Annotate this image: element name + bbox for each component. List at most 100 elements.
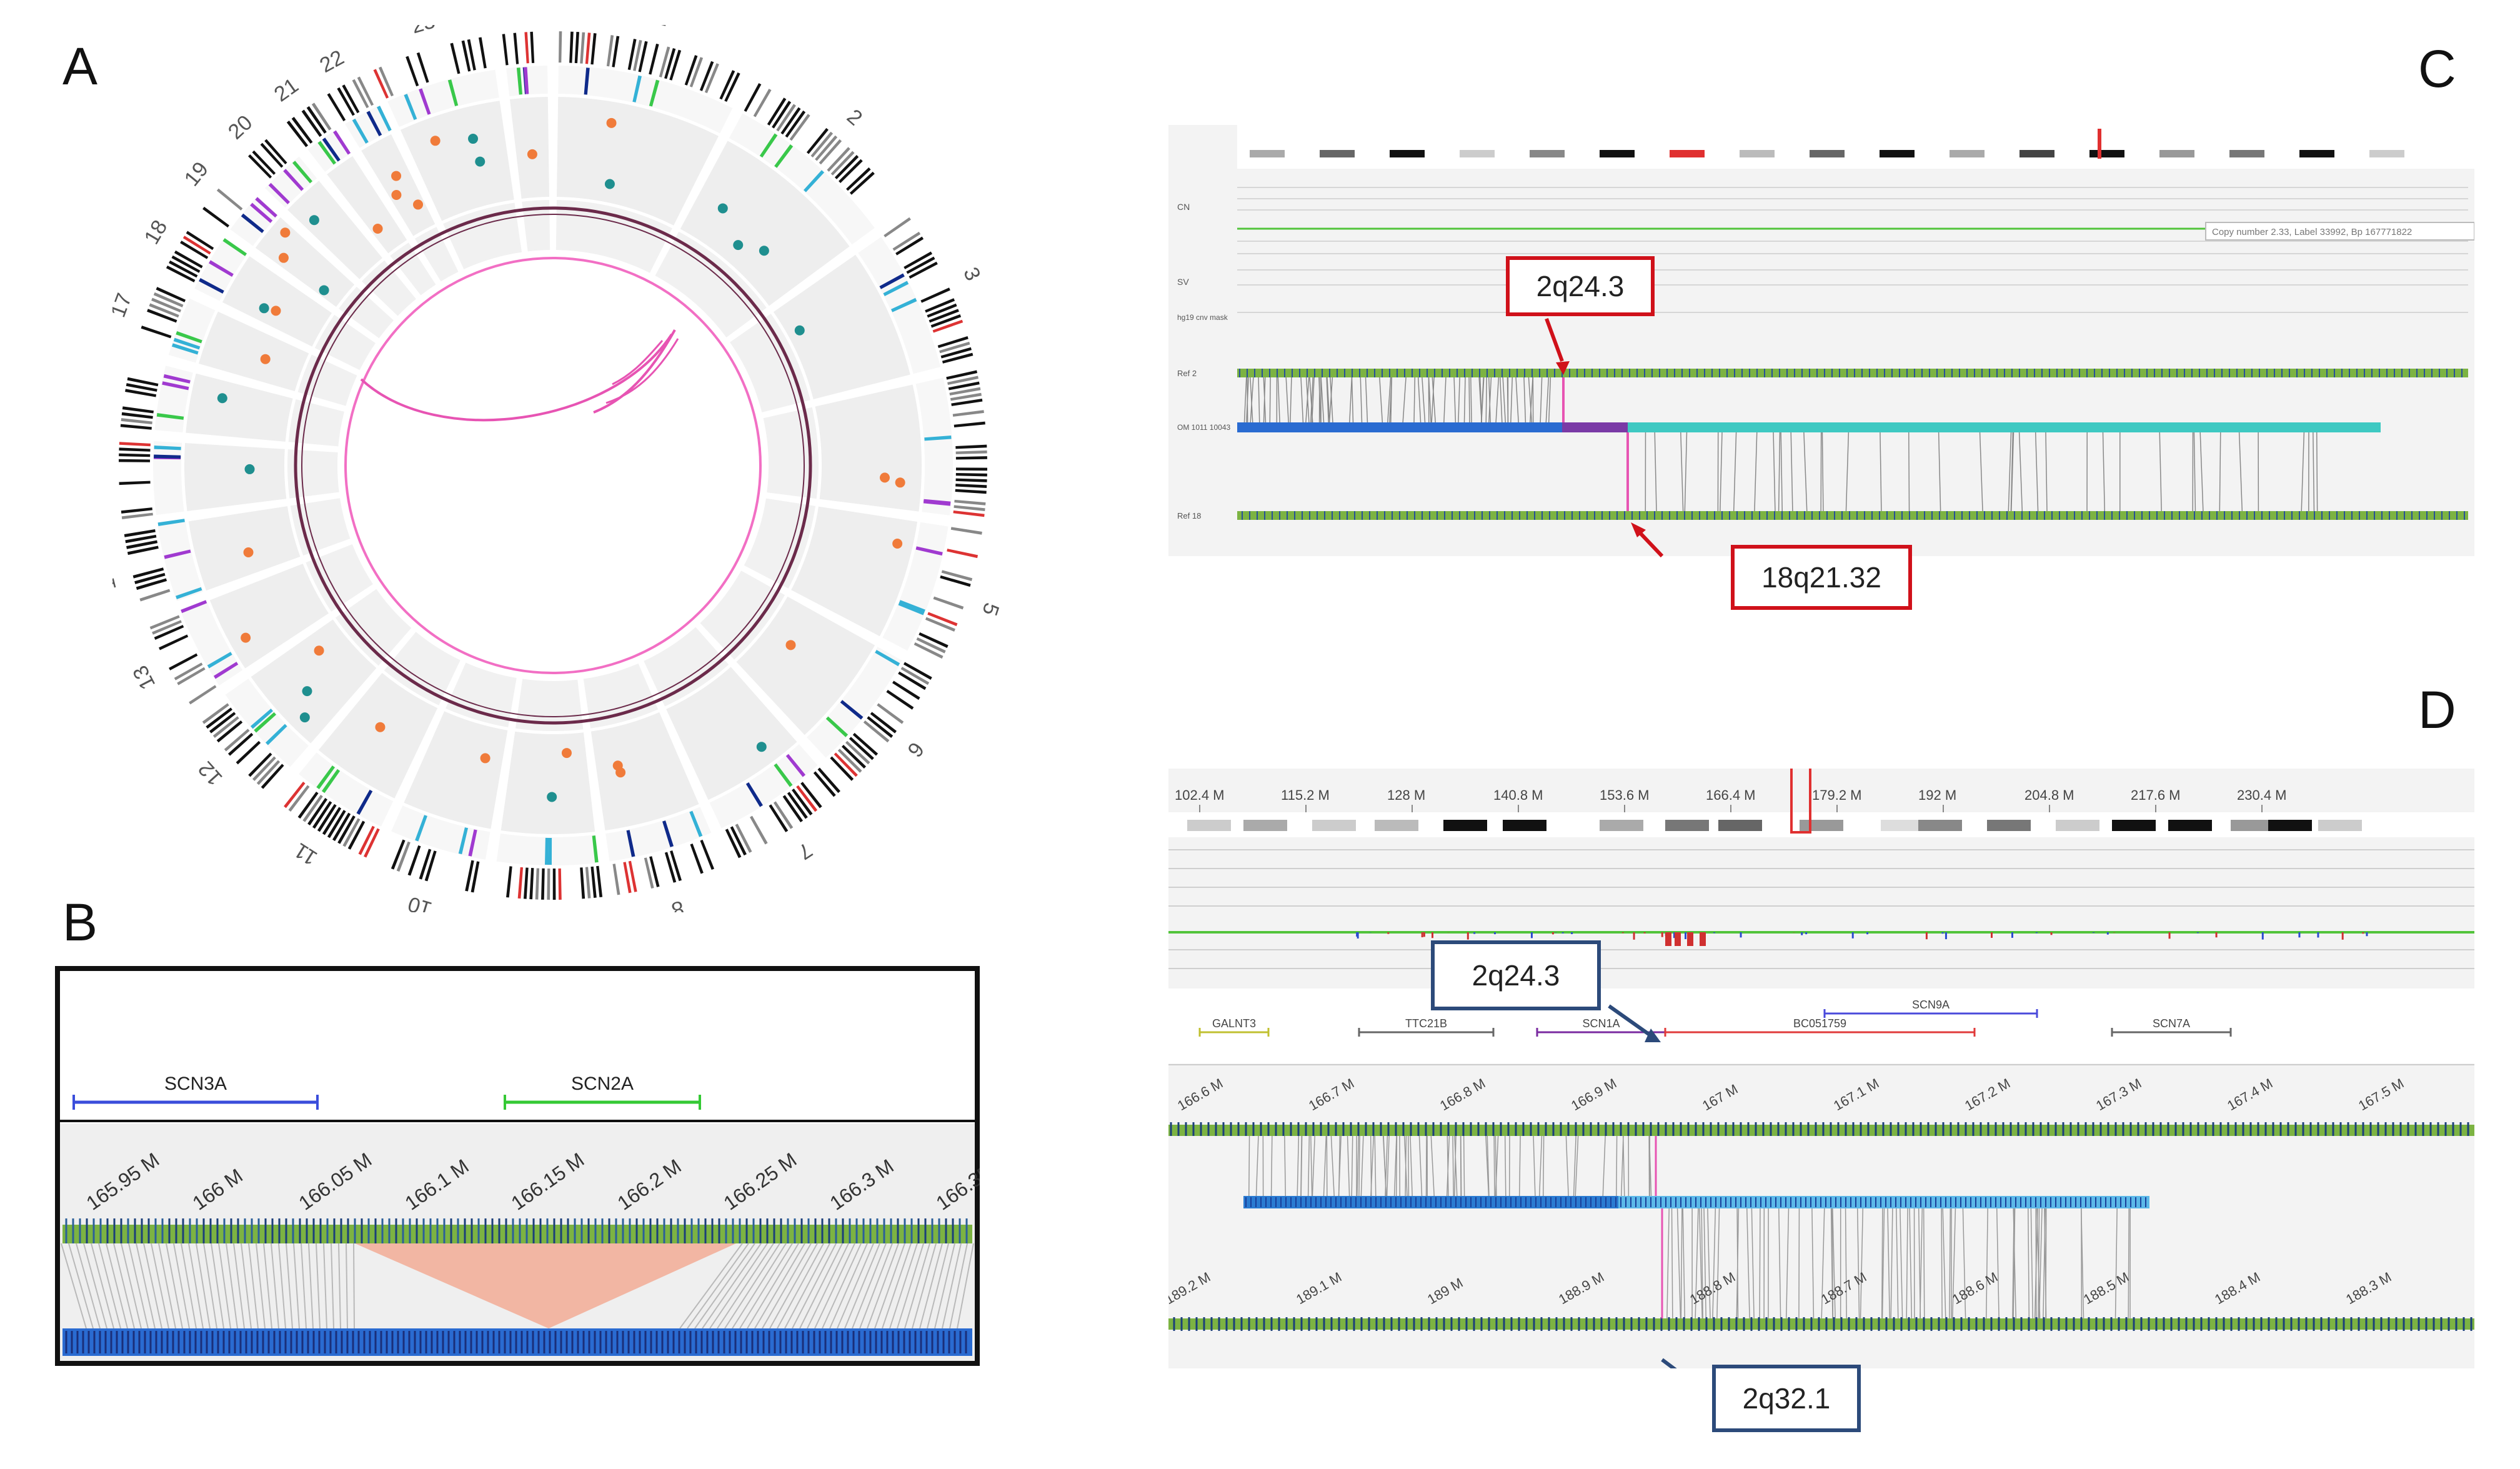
alignment-line [2199,432,2204,512]
ref2-track [1237,369,2468,377]
alignment-line [859,1243,893,1329]
sv-mark [548,837,552,865]
variant-dot [733,240,744,251]
alignment-line [1923,1208,1925,1319]
ideogram-band [2089,150,2124,157]
sv-mark [825,716,849,737]
alignment-line [1248,1135,1250,1197]
variant-dot [892,539,903,549]
ideogram-band [827,147,850,172]
alignment-line [1463,1135,1465,1197]
alignment-line [181,1243,197,1329]
alignment-line [1453,377,1457,423]
alignment-line [1803,432,1808,512]
ideogram-band [465,860,474,892]
alignment-line [1680,1208,1683,1319]
alignment-line [1370,1135,1372,1197]
ideogram-band [664,48,676,79]
panel-d-region: 102.4 M 115.2 M 128 M 140.8 M 153.6 M 166.4 M… [1168,769,2474,1368]
ideogram-band [1880,150,1915,157]
track-label-mask: hg19 cnv mask [1177,313,1228,322]
variant-dot [372,223,383,234]
chromosome-label: 16 [112,374,113,401]
ideogram-band [132,567,164,579]
ideogram-band [227,732,254,756]
sv-mark [250,709,273,729]
ideogram-band [406,56,419,87]
variant-dot [475,156,486,167]
ideogram-band [664,852,677,883]
translocation-link [605,338,679,404]
dot-ring [255,217,355,307]
sv-mark [265,724,287,745]
sv-mark [292,161,312,184]
alignment-line [293,1243,300,1329]
alignment-line [1312,1135,1315,1197]
ideogram-band [206,707,232,729]
alignment-line [143,1243,162,1329]
chromosome-label: 20 [224,111,257,144]
ideogram-band [149,615,180,630]
chromosome-label: 21 [270,74,303,107]
alignment-line [1671,1208,1673,1319]
ideogram-band [352,79,369,109]
alignment-line [1962,1208,1966,1319]
ideogram-band [357,76,374,106]
sv-mark [162,381,189,391]
ideogram-band [776,104,796,132]
dot-ring [815,384,922,512]
ideogram-ring [240,130,297,186]
alignment-line [2011,432,2015,512]
gene-label: BC051759 [1793,1017,1846,1030]
alignment-line [1565,1135,1569,1197]
sv-mark [366,111,382,137]
alignment-line [196,1243,211,1329]
chromosome-label: 3 [959,264,985,284]
alignment-line [1716,1208,1720,1319]
alignment-line [1680,432,1684,512]
circos-inner-ring [294,206,812,725]
alignment-line [2128,1208,2129,1319]
alignment-line [1510,377,1513,423]
ideogram-ring [163,219,222,287]
cn-mark [1687,932,1693,946]
ideogram-band [1881,820,1925,831]
alignment-line [1389,377,1393,423]
ideogram-band [638,41,648,72]
ideogram-band [735,824,752,853]
cn-ring [644,627,729,707]
panel-c-region: CN SV hg19 cnv mask Ref 2 OM 1011 10043 … [1168,125,2474,558]
ideogram-band [817,767,840,794]
alignment-line [1821,432,1824,512]
alignment-line [2043,1208,2046,1319]
ideogram-band [347,820,366,850]
ideogram-band [947,549,979,559]
dot-ring [509,97,549,199]
alignment-line [1780,432,1783,512]
gene-label: TTC21B [1405,1017,1447,1030]
ideogram-band [955,472,987,477]
ideogram-band [256,760,281,785]
ideogram-band [849,171,875,195]
alignment-line [837,1243,874,1329]
ideogram-band [1740,150,1775,157]
alignment-line [1480,377,1484,423]
ideogram-band [585,867,591,899]
alignment-line [1386,1135,1390,1197]
alignment-line [1900,1208,1903,1319]
ideogram-band [644,857,654,889]
ideogram-band [1312,820,1356,831]
ideogram-band [332,812,351,842]
gene-scn3a: SCN3A [72,1073,319,1110]
variant-dot [759,246,769,256]
ideogram-band [810,131,834,157]
ideogram-band [1918,820,1962,831]
variant-dot [547,792,557,802]
sv-mark [254,712,277,733]
alignment-line [1548,377,1551,423]
panel-b-region: SCN3A SCN2A 165.95 M 166 M 166.05 M 166.1 M… [55,966,980,1366]
ideogram-band [574,32,579,64]
variant-dot [561,748,572,759]
track-ring [709,744,818,829]
sv-mark [545,837,549,865]
